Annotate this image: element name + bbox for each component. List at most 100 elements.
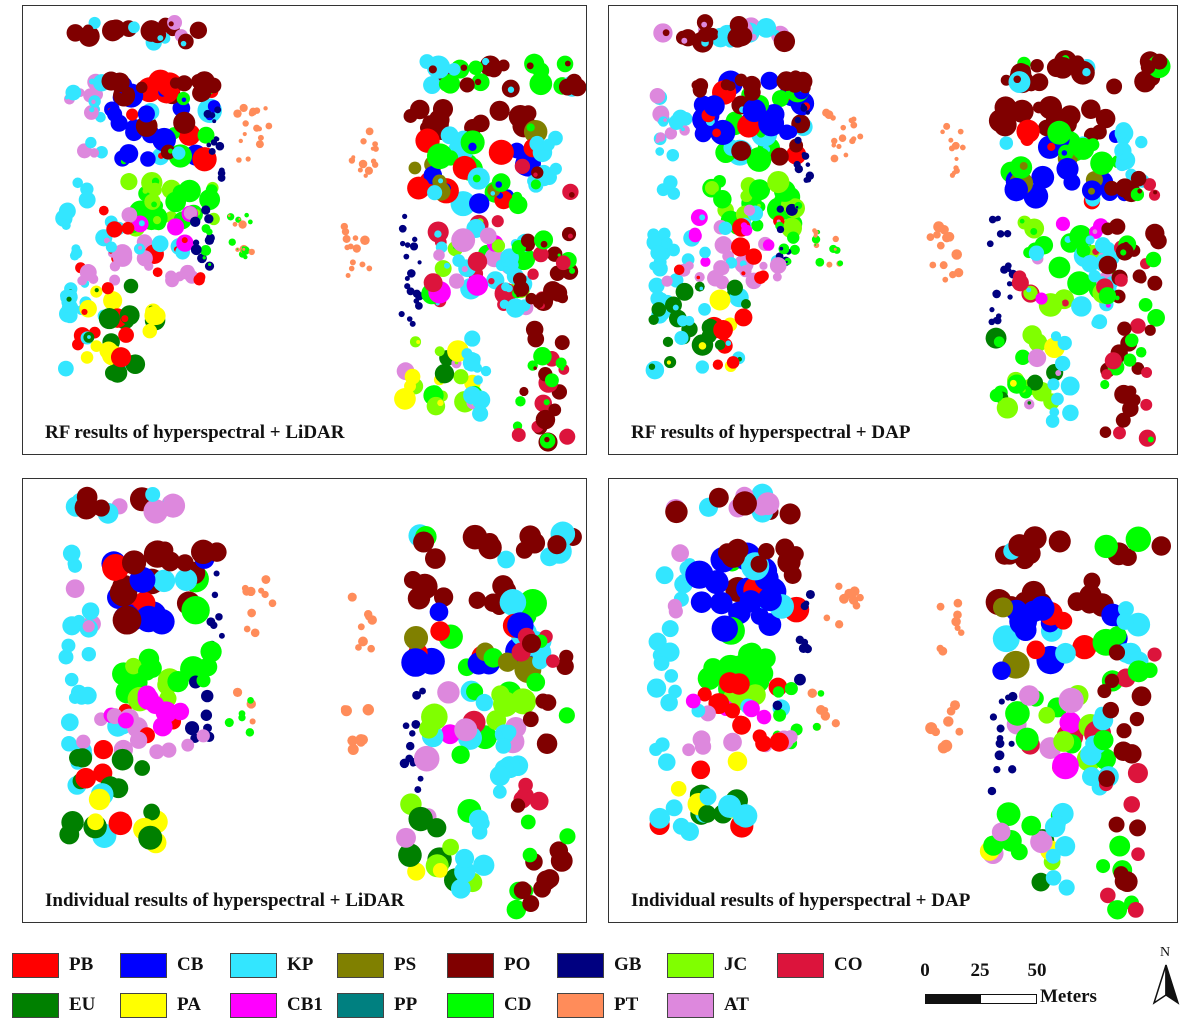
tree-crown-gb: [214, 106, 222, 114]
pixel-noise-pb: [121, 315, 129, 323]
tree-crown-kp: [650, 245, 666, 261]
tree-crown-po: [1129, 819, 1147, 837]
pixel-noise-pt: [932, 264, 936, 267]
tree-crown-cd: [1015, 349, 1031, 365]
tree-crown-cb1: [1055, 216, 1071, 231]
tree-crown-pt: [351, 155, 356, 160]
tree-crown-pb: [101, 282, 114, 295]
tree-crown-eu: [726, 279, 743, 296]
tree-crown-co: [1114, 273, 1128, 287]
tree-crown-po: [1097, 684, 1112, 699]
pixel-noise-cd: [540, 352, 548, 359]
pixel-noise-jc: [152, 216, 162, 225]
pixel-noise-po: [480, 121, 487, 129]
tree-crown-co: [1113, 426, 1126, 440]
tree-crown-po: [525, 320, 544, 339]
tree-crown-cd: [1130, 187, 1145, 202]
tree-crown-gb: [412, 690, 422, 700]
tree-crown-cd: [243, 254, 248, 260]
scale-tick-label: 0: [920, 960, 930, 981]
tree-crown-cd: [460, 130, 485, 155]
tree-crown-pt: [355, 644, 362, 651]
pixel-noise-kp: [699, 214, 706, 221]
legend-label: CO: [834, 954, 863, 975]
tree-crown-kp: [464, 330, 481, 347]
tree-crown-cb: [703, 95, 725, 117]
pixel-noise-gb: [785, 260, 788, 264]
tree-crown-pt: [242, 131, 247, 137]
tree-crown-cd: [468, 60, 484, 75]
scale-units: Meters: [1040, 986, 1097, 1007]
pixel-noise-gb: [808, 180, 811, 182]
tree-crown-kp: [1045, 870, 1062, 886]
tree-crown-eu: [651, 302, 667, 317]
legend-swatch: [557, 952, 604, 978]
tree-crown-po: [665, 500, 688, 524]
tree-crown-gb: [996, 724, 1005, 733]
tree-crown-po: [433, 587, 454, 607]
legend-item-co: CO: [777, 950, 863, 980]
pixel-noise-kp: [87, 335, 91, 339]
tree-crown-jc: [148, 182, 162, 197]
tree-crown-kp: [61, 735, 77, 752]
tree-crown-po: [776, 71, 797, 92]
tree-crown-jc: [1022, 325, 1042, 345]
tree-crown-pt: [925, 722, 938, 735]
pixel-noise-kp: [676, 278, 682, 284]
tree-crown-cd: [451, 745, 470, 764]
tree-crown-po: [1030, 73, 1049, 92]
tree-crown-co: [467, 251, 488, 272]
tree-crown-co: [511, 428, 526, 442]
pixel-noise-po: [1016, 103, 1025, 112]
pixel-noise-pt: [265, 107, 268, 109]
tree-crown-at: [739, 265, 752, 278]
tree-crown-gb: [1000, 265, 1009, 274]
tree-crown-pt: [250, 628, 260, 638]
tree-crown-pa: [404, 368, 421, 385]
pixel-noise-kp: [725, 340, 732, 346]
tree-crown-pb: [407, 176, 431, 200]
tree-crown-cd: [200, 245, 212, 256]
tree-crown-po: [773, 30, 796, 53]
pixel-noise-at: [701, 21, 708, 28]
pixel-noise-kp: [669, 250, 674, 255]
tree-crown-at: [112, 244, 133, 264]
tree-crown-cd: [426, 143, 453, 170]
species-legend: PB CB KP PS PO GB JC CO EU PA CB1 PP CD …: [12, 950, 882, 1025]
pixel-noise-pa: [416, 340, 421, 344]
pixel-noise-eu: [705, 336, 711, 342]
tree-crown-pt: [939, 261, 948, 270]
tree-crown-po: [1145, 223, 1165, 244]
pixel-noise-po: [1137, 188, 1143, 194]
tree-crown-po: [538, 733, 554, 749]
pixel-noise-pa: [454, 347, 459, 352]
legend-swatch: [120, 992, 167, 1018]
tree-crown-at: [413, 745, 440, 772]
pixel-noise-po: [428, 65, 437, 74]
pixel-noise-kp: [490, 191, 496, 196]
pixel-noise-co: [533, 172, 538, 177]
tree-crown-pb: [110, 347, 132, 368]
tree-crown-pb: [98, 205, 109, 216]
tree-crown-cb1: [152, 716, 173, 737]
pixel-noise-po: [1153, 190, 1158, 195]
tree-crown-pb: [106, 221, 123, 238]
legend-label: PS: [394, 954, 417, 975]
tree-crown-jc: [125, 657, 142, 675]
tree-crown-at: [991, 822, 1011, 842]
tree-crown-eu: [1031, 872, 1051, 892]
pixel-noise-kp: [681, 127, 685, 132]
tree-crown-cd: [778, 243, 790, 255]
tree-crown-pt: [352, 235, 359, 241]
tree-crown-pt: [933, 221, 945, 233]
legend-swatch: [337, 952, 384, 978]
tree-crown-gb: [402, 213, 408, 219]
pixel-noise-cd: [151, 201, 157, 208]
tree-crown-kp: [718, 221, 733, 235]
tree-crown-co: [559, 428, 576, 445]
tree-crown-kp: [489, 765, 511, 787]
tree-crown-at: [759, 261, 768, 270]
tree-crown-cd: [167, 670, 189, 693]
tree-crown-gb: [184, 721, 200, 736]
tree-crown-jc: [434, 346, 445, 357]
